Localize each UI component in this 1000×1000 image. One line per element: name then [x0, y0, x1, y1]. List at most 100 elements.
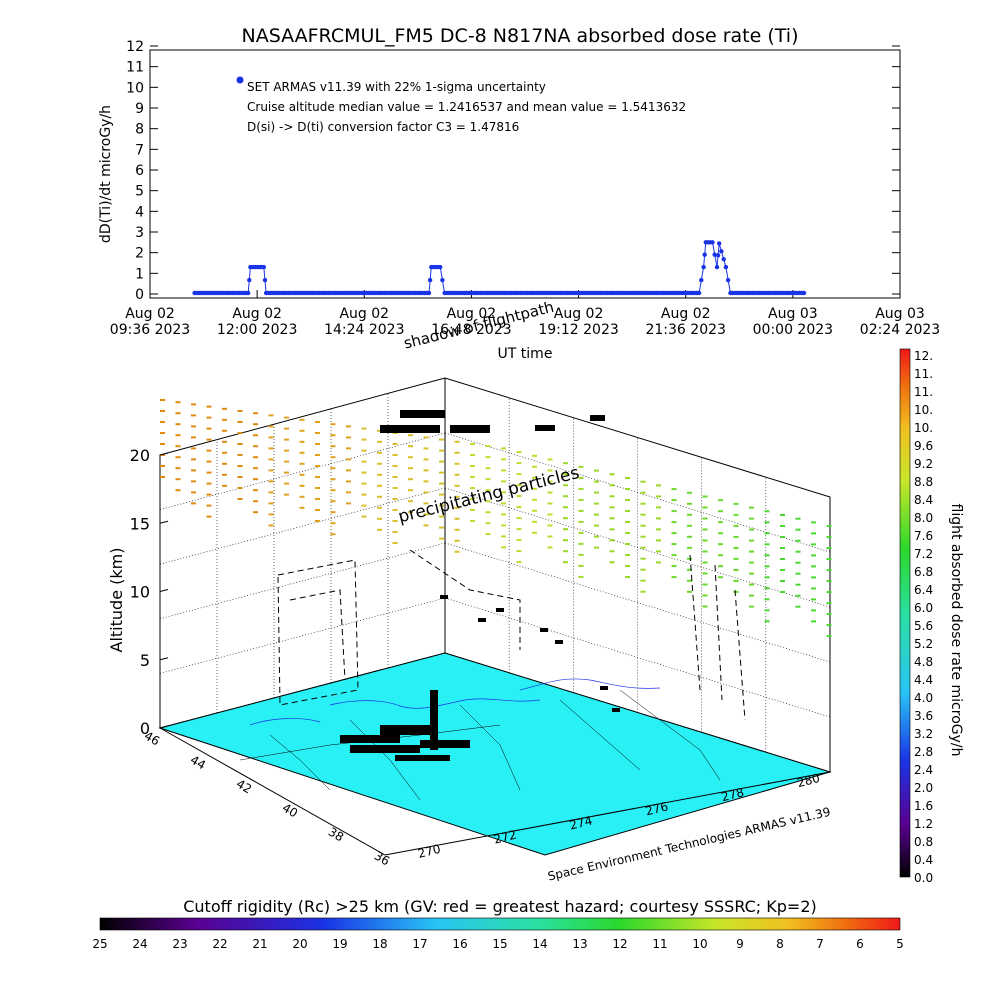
grid-line [444, 542, 831, 663]
series-point [723, 264, 729, 270]
dose-colorbar-tick: 9.2 [914, 457, 933, 471]
dose-colorbar-tick: 10. [914, 403, 933, 417]
series-point [438, 264, 443, 270]
rigidity-colorbar [99, 917, 901, 931]
dose-colorbar-tick: 6.8 [914, 565, 933, 579]
latitude-tick-label: 44 [188, 753, 208, 773]
y-tick-label: 2 [135, 246, 144, 262]
series-point [262, 277, 268, 283]
dose-colorbar-ticks: 12. 11. 11. 10. 10. 9.6 9.2 8.8 8.4 8.0 7.6 7.2 6.8 6… [914, 349, 933, 885]
dose-colorbar-tick: 2.4 [914, 763, 933, 777]
series-point [427, 277, 433, 283]
series-point [715, 253, 721, 258]
longitude-tick-label: 274 [568, 813, 594, 832]
x-tick-time: 14:24 2023 [324, 322, 404, 338]
y-tick-label: 12 [126, 39, 144, 55]
altitude-axis: 0 5 10 15 20 [130, 446, 169, 738]
series-point [702, 252, 707, 257]
x-tick-date: Aug 03 [875, 306, 925, 322]
latitude-tick-label: 36 [372, 849, 392, 869]
series-point [246, 290, 251, 296]
series-point [714, 264, 720, 270]
x-tick-time: 00:00 2023 [753, 322, 833, 338]
rigidity-tick-label: 24 [132, 937, 147, 951]
rigidity-bar-ticks: 25 24 23 22 21 20 19 18 17 16 15 14 13 12 11 10 9 8 7 6 5 [92, 937, 903, 951]
dose-colorbar-tick: 3.2 [914, 727, 933, 741]
rigidity-bar-label: Cutoff rigidity (Rc) >25 km (GV: red = g… [183, 897, 817, 916]
series-point [725, 277, 731, 283]
precipitating-particles-layer [160, 399, 832, 638]
grid-line [159, 542, 446, 620]
series-point [261, 264, 266, 270]
grid-line [159, 432, 446, 510]
altitude-tick-label: 20 [130, 446, 150, 465]
rigidity-tick-label: 5 [896, 937, 904, 951]
rigidity-tick-label: 8 [776, 937, 784, 951]
x-tick-date: Aug 02 [339, 306, 389, 322]
dose-series [192, 240, 807, 296]
x-tick-date: Aug 02 [554, 306, 604, 322]
dose-colorbar-tick: 2.8 [914, 745, 933, 759]
dose-colorbar-tick: 12. [914, 349, 933, 363]
dose-colorbar-tick: 1.6 [914, 799, 933, 813]
altitude-tick-mark [159, 452, 169, 456]
longitude-axis: 270 272 274 276 278 280 [384, 771, 831, 861]
latitude-axis: 46 44 42 40 38 36 [142, 727, 392, 869]
y-tick-label: 0 [135, 287, 144, 303]
legend-line-2: Cruise altitude median value = 1.2416537… [247, 100, 686, 114]
grid-line [159, 487, 446, 565]
series-line [194, 241, 807, 294]
latitude-tick-label: 46 [142, 729, 162, 749]
longitude-axis-line [384, 771, 831, 856]
x-tick-time: 09:36 2023 [110, 322, 190, 338]
dose-colorbar-tick: 11. [914, 367, 933, 381]
flight-curtains [277, 549, 746, 721]
series-point [717, 241, 722, 246]
series-point [440, 277, 445, 283]
y-tick-label: 1 [135, 266, 144, 282]
altitude-tick-label: 0 [140, 719, 150, 738]
y-tick-label: 10 [126, 80, 144, 96]
altitude-tick-mark [159, 725, 169, 729]
y-tick-label: 9 [135, 101, 144, 117]
altitude-tick-mark [159, 520, 169, 524]
dose-colorbar-tick: 5.2 [914, 637, 933, 651]
x-tick-date: Aug 02 [661, 306, 711, 322]
y-tick-label: 4 [135, 204, 144, 220]
rigidity-tick-label: 25 [92, 937, 107, 951]
ground-map [158, 652, 832, 856]
rigidity-tick-label: 16 [452, 937, 467, 951]
dose-colorbar-tick: 0.4 [914, 853, 933, 867]
longitude-tick-label: 272 [492, 828, 518, 847]
rigidity-tick-label: 13 [572, 937, 587, 951]
dose-colorbar-tick: 1.2 [914, 817, 933, 831]
series-point [801, 290, 807, 296]
dose-colorbar-tick: 11. [914, 385, 933, 399]
series-point [710, 240, 715, 245]
series-point [712, 252, 717, 257]
x-tick-date: Aug 02 [125, 306, 175, 322]
altitude-tick-label: 15 [130, 514, 150, 533]
altitude-axis-label: Altitude (km) [107, 548, 126, 653]
latitude-tick-label: 42 [234, 777, 254, 797]
longitude-tick-label: 278 [720, 785, 746, 804]
grid-line [159, 597, 446, 674]
dose-colorbar-tick: 3.6 [914, 709, 933, 723]
x-tick-time: 19:12 2023 [538, 322, 618, 338]
dose-colorbar-tick: 4.4 [914, 673, 933, 687]
dose-colorbar-tick: 4.0 [914, 691, 933, 705]
top-plot-frame [149, 49, 901, 299]
series-point [696, 290, 702, 296]
rigidity-tick-label: 19 [332, 937, 347, 951]
rigidity-tick-label: 11 [652, 937, 667, 951]
y-tick-label: 7 [135, 142, 144, 158]
legend-marker [236, 76, 244, 84]
dose-colorbar-tick: 0.0 [914, 871, 933, 885]
dose-colorbar-label: flight absorbed dose rate microGy/h [948, 504, 964, 757]
chart-title: NASAAFRCMUL_FM5 DC-8 N817NA absorbed dos… [241, 25, 798, 47]
x-tick-date: Aug 03 [768, 306, 818, 322]
rigidity-tick-label: 15 [492, 937, 507, 951]
y-tick-label: 8 [135, 122, 144, 138]
